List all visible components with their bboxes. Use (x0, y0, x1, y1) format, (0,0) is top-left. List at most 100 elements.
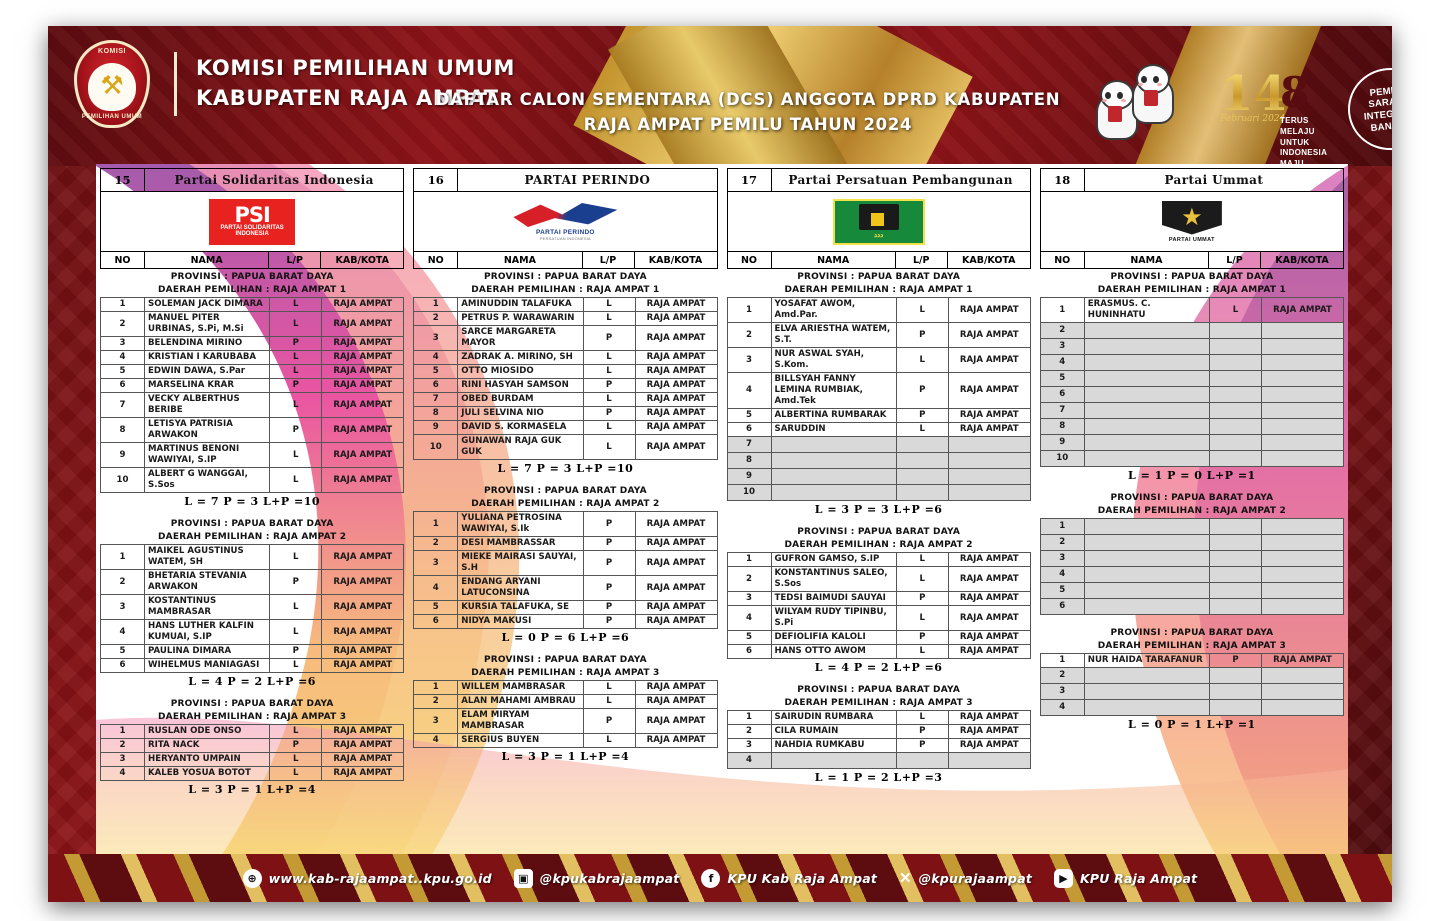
cell-nama (1083, 450, 1211, 468)
cell-nama: WIHELMUS MANIAGASI (143, 658, 271, 674)
cell-lp (1209, 518, 1262, 536)
party-header: 18 Partai Ummat (1039, 168, 1344, 192)
cell-kab-kota: RAJA AMPAT (947, 591, 1031, 607)
cell-lp: L (582, 350, 636, 366)
province-label: PROVINSI : PAPUA BARAT DAYA (483, 655, 647, 666)
cell-nama: OBED BURDAM (457, 392, 584, 408)
social-link[interactable]: ✕ @kpurajaampat (899, 869, 1032, 887)
cell-nama: ENDANG ARYANI LATUCONSINA (457, 575, 584, 602)
province-label: PROVINSI : PAPUA BARAT DAYA (170, 699, 334, 710)
party-name: Partai Ummat (1164, 173, 1264, 187)
cell-lp: L (269, 766, 323, 782)
cell-nama: JULI SELVINA NIO (457, 406, 584, 422)
province-label: PROVINSI : PAPUA BARAT DAYA (483, 272, 647, 282)
cell-kab-kota: RAJA AMPAT (321, 752, 405, 768)
cell-nama: ZADRAK A. MIRINO, SH (457, 350, 584, 366)
social-link-label: @kpukabrajaampat (539, 870, 680, 886)
dapil-label: DAERAH PEMILIHAN : RAJA AMPAT 2 (1097, 506, 1286, 517)
table-column-headers: NO NAMA L/P KAB/KOTA (413, 252, 718, 269)
cell-no: 5 (100, 364, 145, 380)
table-row: 6 NIDYA MAKUSI P RAJA AMPAT (413, 614, 718, 630)
cell-kab-kota (1261, 402, 1344, 420)
dapil-tally: L = 4 P = 2 L+P =6 (188, 675, 316, 689)
social-link[interactable]: f KPU Kab Raja Ampat (701, 868, 877, 888)
cell-kab-kota: RAJA AMPAT (321, 467, 405, 494)
cell-kab-kota: RAJA AMPAT (634, 350, 718, 366)
cell-kab-kota (1261, 338, 1344, 356)
cell-nama: HERYANTO UMPAIN (143, 752, 271, 768)
dapil-heading: PROVINSI : PAPUA BARAT DAYA DAERAH PEMIL… (727, 524, 1031, 552)
province-label: PROVINSI : PAPUA BARAT DAYA (797, 685, 961, 696)
cell-lp: L (895, 605, 949, 632)
cell-no: 3 (413, 550, 459, 577)
cell-kab-kota (1261, 582, 1344, 600)
cell-nama: SOLEMAN JACK DIMARA (143, 297, 271, 313)
table-row: 7 (1039, 402, 1344, 420)
cell-nama: MIEKE MAIRASI SAUYAI, S.H (457, 550, 584, 577)
table-row: 5 PAULINA DIMARA P RAJA AMPAT (100, 644, 405, 660)
cell-no: 6 (726, 422, 772, 438)
social-link[interactable]: ⊕ www.kab-rajaampat..kpu.go.id (242, 868, 492, 888)
party-column: 15 Partai Solidaritas Indonesia PSI PART… (100, 168, 405, 854)
header-nama: NAMA (772, 252, 896, 268)
cell-no: 1 (726, 297, 772, 324)
anniversary-number: 8 (1280, 68, 1310, 117)
cell-no: 2 (413, 536, 459, 552)
cell-no: 4 (1039, 699, 1085, 717)
table-row: 2 (1039, 534, 1344, 552)
dapil-tally: L = 7 P = 3 L+P =10 (184, 495, 321, 509)
table-row: 2 ALAN MAHAMI AMBRAU L RAJA AMPAT (413, 694, 718, 710)
table-row: 1 RUSLAN ODE ONSO L RAJA AMPAT (100, 724, 405, 740)
cell-kab-kota: RAJA AMPAT (634, 420, 718, 436)
cell-kab-kota: RAJA AMPAT (947, 630, 1031, 646)
candidate-table: 1 YOSAFAT AWOM, Amd.Par. L RAJA AMPAT 2 … (726, 297, 1031, 502)
cell-nama: HANS LUTHER KALFIN KUMUAI, S.IP (143, 619, 271, 646)
cell-lp (1209, 338, 1262, 356)
cell-lp (1209, 418, 1262, 436)
cell-lp: P (582, 325, 636, 352)
candidate-table: 1 RUSLAN ODE ONSO L RAJA AMPAT 2 RITA NA… (100, 724, 405, 782)
social-link[interactable]: ▶ KPU Raja Ampat (1054, 868, 1197, 888)
cell-lp: L (582, 733, 636, 749)
cell-nama (770, 468, 897, 486)
dapil-tally: L = 1 P = 2 L+P =3 (814, 771, 943, 785)
cell-nama: ALBERT G WANGGAI, S.Sos (143, 467, 271, 494)
cell-no: 6 (413, 378, 459, 394)
cell-nama: KONSTANTINUS SALEO, S.Sos (770, 566, 897, 593)
dapil-label: DAERAH PEMILIHAN : RAJA AMPAT 1 (158, 285, 347, 296)
cell-lp: L (582, 392, 636, 408)
cell-lp (1209, 582, 1262, 600)
cell-nama (1083, 354, 1211, 372)
cell-no: 10 (1039, 450, 1085, 468)
table-row: 3 KOSTANTINUS MAMBRASAR L RAJA AMPAT (100, 594, 405, 621)
cell-lp (1209, 598, 1262, 616)
table-row: 4 ZADRAK A. MIRINO, SH L RAJA AMPAT (413, 350, 718, 366)
dapil-label: DAERAH PEMILIHAN : RAJA AMPAT 3 (784, 698, 973, 709)
cell-no: 5 (100, 644, 145, 660)
province-label: PROVINSI : PAPUA BARAT DAYA (797, 272, 961, 282)
dapil-label: DAERAH PEMILIHAN : RAJA AMPAT 1 (1097, 285, 1286, 296)
cell-kab-kota (1261, 667, 1344, 685)
dapil-label: DAERAH PEMILIHAN : RAJA AMPAT 1 (784, 285, 973, 296)
cell-no: 3 (413, 325, 459, 352)
header-lp: L/P (1209, 252, 1261, 268)
cell-nama: SAIRUDIN RUMBARA (770, 710, 897, 726)
cell-lp: L (582, 680, 636, 696)
header-divider (174, 52, 177, 116)
dapil-heading: PROVINSI : PAPUA BARAT DAYA DAERAH PEMIL… (100, 516, 404, 544)
cell-nama (1083, 699, 1211, 717)
header-nama: NAMA (145, 252, 270, 268)
table-row: 8 (1039, 418, 1344, 436)
cell-nama: SARUDDIN (770, 422, 897, 438)
social-link[interactable]: ▣ @kpukabrajaampat (513, 868, 680, 888)
cell-lp: P (582, 575, 636, 602)
candidate-table: 1 2 3 4 5 (1039, 518, 1344, 616)
cell-nama: PAULINA DIMARA (143, 644, 271, 660)
province-label: PROVINSI : PAPUA BARAT DAYA (483, 486, 647, 497)
perindo-logo-subtext: PERSATUAN INDONESIA (539, 236, 591, 241)
dapil-label: DAERAH PEMILIHAN : RAJA AMPAT 3 (158, 712, 347, 723)
cell-nama: MARSELINA KRAR (143, 378, 271, 394)
table-row: 4 HANS LUTHER KALFIN KUMUAI, S.IP L RAJA… (100, 619, 405, 646)
header-lp: L/P (896, 252, 948, 268)
cell-nama: NUR HAIDA TARAFANUR (1083, 653, 1211, 669)
